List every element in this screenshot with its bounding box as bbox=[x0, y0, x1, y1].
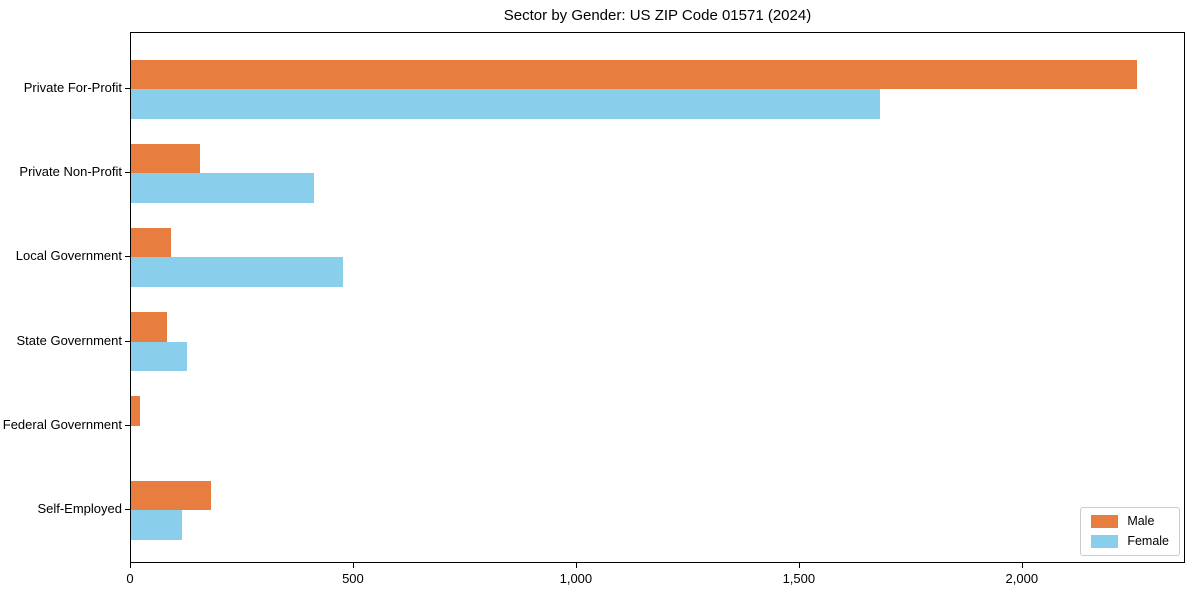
legend-label-male: Male bbox=[1127, 514, 1155, 528]
bar-female-state-government bbox=[131, 341, 187, 372]
y-tick-label: State Government bbox=[16, 332, 123, 348]
y-tick-mark bbox=[125, 256, 130, 258]
y-tick-mark bbox=[125, 340, 130, 342]
x-tick-label: 0 bbox=[126, 571, 134, 586]
y-tick-mark bbox=[125, 172, 130, 174]
plot-area bbox=[130, 32, 1185, 563]
x-tick-mark bbox=[798, 563, 800, 568]
y-tick-mark bbox=[125, 88, 130, 89]
bar-male-local-government bbox=[131, 227, 172, 258]
legend-item-male: Male bbox=[1091, 515, 1169, 528]
male-swatch-icon bbox=[1091, 515, 1119, 528]
bar-male-federal-government bbox=[131, 396, 140, 426]
y-tick-label: Local Government bbox=[15, 248, 122, 264]
legend-item-female: Female bbox=[1091, 535, 1169, 548]
bar-male-self-employed bbox=[131, 480, 212, 510]
x-tick-label: 2,000 bbox=[1005, 571, 1039, 586]
bar-female-private-non-profit bbox=[131, 173, 314, 203]
bar-male-state-government bbox=[131, 312, 167, 342]
x-tick-mark bbox=[352, 563, 354, 568]
y-tick-label: Self-Employed bbox=[37, 501, 122, 516]
legend: Male Female bbox=[1080, 507, 1180, 556]
y-tick-label: Federal Government bbox=[2, 416, 122, 432]
female-swatch-icon bbox=[1091, 535, 1119, 548]
bar-female-private-for-profit bbox=[131, 89, 881, 119]
x-tick-label: 1,500 bbox=[782, 571, 816, 586]
x-tick-mark bbox=[1021, 563, 1023, 568]
bar-female-local-government bbox=[131, 257, 343, 287]
bar-male-private-for-profit bbox=[131, 59, 1137, 89]
legend-label-female: Female bbox=[1127, 534, 1169, 548]
x-tick-mark bbox=[130, 563, 131, 568]
y-tick-mark bbox=[125, 424, 130, 426]
x-tick-mark bbox=[575, 563, 577, 568]
x-tick-label: 1,000 bbox=[559, 571, 593, 586]
x-tick-label: 500 bbox=[342, 571, 364, 586]
y-tick-label: Private For-Profit bbox=[23, 80, 122, 95]
y-tick-label: Private Non-Profit bbox=[19, 164, 122, 180]
y-tick-mark bbox=[125, 509, 130, 510]
bar-female-self-employed bbox=[131, 510, 183, 540]
bar-male-private-non-profit bbox=[131, 143, 201, 174]
chart-title: Sector by Gender: US ZIP Code 01571 (202… bbox=[503, 7, 812, 24]
